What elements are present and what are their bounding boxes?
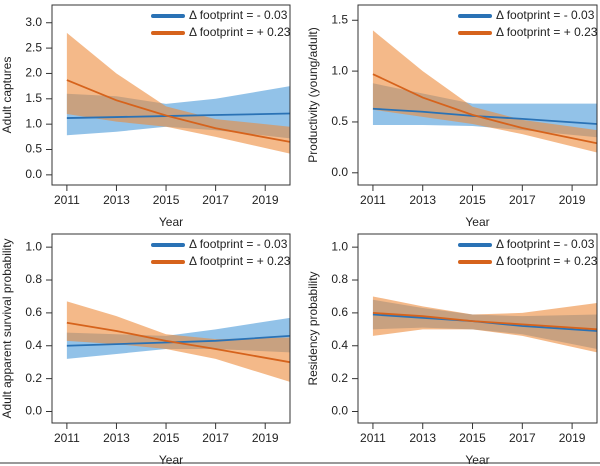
legend-label: Δ footprint = + 0.23 bbox=[189, 254, 291, 268]
y-tick-label: 1.0 bbox=[331, 239, 348, 253]
y-tick-label: 0.8 bbox=[25, 272, 42, 286]
y-tick-label: 2.5 bbox=[25, 40, 42, 54]
panel: 0.0 0.2 0.4 0.6 0.8 1.0 2011 2013 2015 2017 2019 Ye… bbox=[306, 233, 598, 466]
y-tick-label: 0.2 bbox=[331, 371, 348, 385]
x-tick-label: 2017 bbox=[509, 431, 536, 445]
confidence-band bbox=[372, 296, 597, 353]
panel: 0.0 0.5 1.0 1.5 2.0 2.5 3.0 2011 2013 2015 2017 201… bbox=[0, 4, 291, 229]
legend-label: Δ footprint = - 0.03 bbox=[496, 8, 595, 22]
legend-label: Δ footprint = + 0.23 bbox=[496, 25, 598, 39]
x-tick-label: 2011 bbox=[360, 431, 386, 445]
legend-label: Δ footprint = - 0.03 bbox=[189, 8, 288, 22]
y-tick-label: 0.0 bbox=[331, 404, 348, 418]
series-line bbox=[372, 73, 597, 145]
plot-area bbox=[66, 32, 290, 154]
series-line bbox=[372, 107, 597, 125]
y-tick-label: 0.4 bbox=[25, 338, 42, 352]
x-tick-label: 2017 bbox=[509, 193, 536, 207]
x-tick-label: 2017 bbox=[202, 193, 229, 207]
legend-label: Δ footprint = + 0.23 bbox=[496, 254, 598, 268]
x-tick-label: 2011 bbox=[54, 193, 80, 207]
y-tick-label: 2.0 bbox=[25, 66, 42, 80]
confidence-band bbox=[66, 32, 290, 154]
x-axis-label: Year bbox=[465, 215, 489, 229]
y-axis-label: Residency probability bbox=[306, 271, 320, 385]
x-axis-label: Year bbox=[159, 453, 183, 466]
y-tick-label: 0.2 bbox=[25, 371, 42, 385]
y-tick-label: 0.0 bbox=[331, 165, 348, 179]
y-tick-label: 1.5 bbox=[331, 12, 348, 26]
legend-label: Δ footprint = + 0.23 bbox=[189, 25, 291, 39]
x-tick-label: 2011 bbox=[54, 431, 80, 445]
y-tick-label: 3.0 bbox=[25, 15, 42, 29]
legend-label: Δ footprint = - 0.03 bbox=[189, 237, 288, 251]
x-tick-label: 2015 bbox=[153, 431, 180, 445]
x-tick-label: 2015 bbox=[153, 193, 180, 207]
y-tick-label: 1.0 bbox=[25, 239, 42, 253]
y-tick-label: 0.6 bbox=[25, 305, 42, 319]
plot-area bbox=[372, 296, 597, 353]
y-tick-label: 0.0 bbox=[25, 404, 42, 418]
plot-area bbox=[66, 301, 290, 382]
x-tick-label: 2015 bbox=[459, 431, 486, 445]
panel: 0.0 0.5 1.0 1.5 2011 2013 2015 2017 2019 Year Prod… bbox=[306, 4, 598, 229]
series-line bbox=[66, 334, 290, 347]
y-tick-label: 1.5 bbox=[25, 91, 42, 105]
x-tick-label: 2013 bbox=[409, 431, 436, 445]
y-tick-label: 1.0 bbox=[331, 63, 348, 77]
x-axis-label: Year bbox=[465, 453, 489, 466]
y-axis-label: Adult captures bbox=[0, 57, 14, 134]
x-tick-label: 2019 bbox=[559, 431, 586, 445]
x-tick-label: 2013 bbox=[409, 193, 436, 207]
y-tick-label: 0.5 bbox=[25, 142, 42, 156]
y-tick-label: 0.8 bbox=[331, 272, 348, 286]
frame bbox=[51, 4, 291, 186]
series-line bbox=[66, 321, 290, 364]
x-tick-label: 2019 bbox=[252, 193, 279, 207]
confidence-band bbox=[372, 30, 597, 153]
y-tick-label: 0.6 bbox=[331, 305, 348, 319]
frame bbox=[51, 233, 291, 424]
legend-label: Δ footprint = - 0.03 bbox=[496, 237, 595, 251]
x-tick-label: 2019 bbox=[252, 431, 279, 445]
x-tick-label: 2013 bbox=[103, 431, 130, 445]
y-tick-label: 0.5 bbox=[331, 114, 348, 128]
x-tick-label: 2011 bbox=[360, 193, 386, 207]
panel: 0.0 0.2 0.4 0.6 0.8 1.0 2011 2013 2015 2017 2019 Ye… bbox=[0, 233, 291, 466]
x-axis-label: Year bbox=[159, 215, 183, 229]
y-tick-label: 1.0 bbox=[25, 116, 42, 130]
x-tick-label: 2015 bbox=[459, 193, 486, 207]
frame bbox=[357, 4, 598, 186]
series-line bbox=[372, 311, 597, 331]
y-tick-label: 0.0 bbox=[25, 167, 42, 181]
x-tick-label: 2017 bbox=[202, 431, 229, 445]
frame bbox=[357, 233, 598, 424]
plot-area bbox=[372, 30, 597, 153]
series-line bbox=[66, 79, 290, 143]
x-tick-label: 2019 bbox=[559, 193, 586, 207]
x-tick-label: 2013 bbox=[103, 193, 130, 207]
y-tick-label: 0.4 bbox=[331, 338, 348, 352]
y-axis-label: Adult apparent survival probability bbox=[0, 238, 14, 418]
y-axis-label: Productivity (young/adult) bbox=[306, 27, 320, 162]
